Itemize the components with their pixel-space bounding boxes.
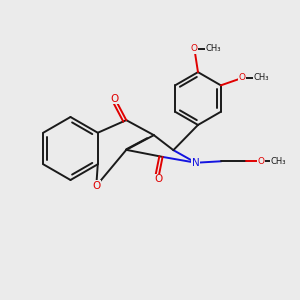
Text: O: O [92,181,100,191]
Text: O: O [257,157,265,166]
Text: O: O [111,94,119,103]
Text: CH₃: CH₃ [271,157,286,166]
Text: O: O [154,174,162,184]
Text: O: O [239,74,246,82]
Text: CH₃: CH₃ [205,44,221,53]
Text: O: O [191,44,198,53]
Text: CH₃: CH₃ [253,74,269,82]
Text: N: N [192,158,200,168]
